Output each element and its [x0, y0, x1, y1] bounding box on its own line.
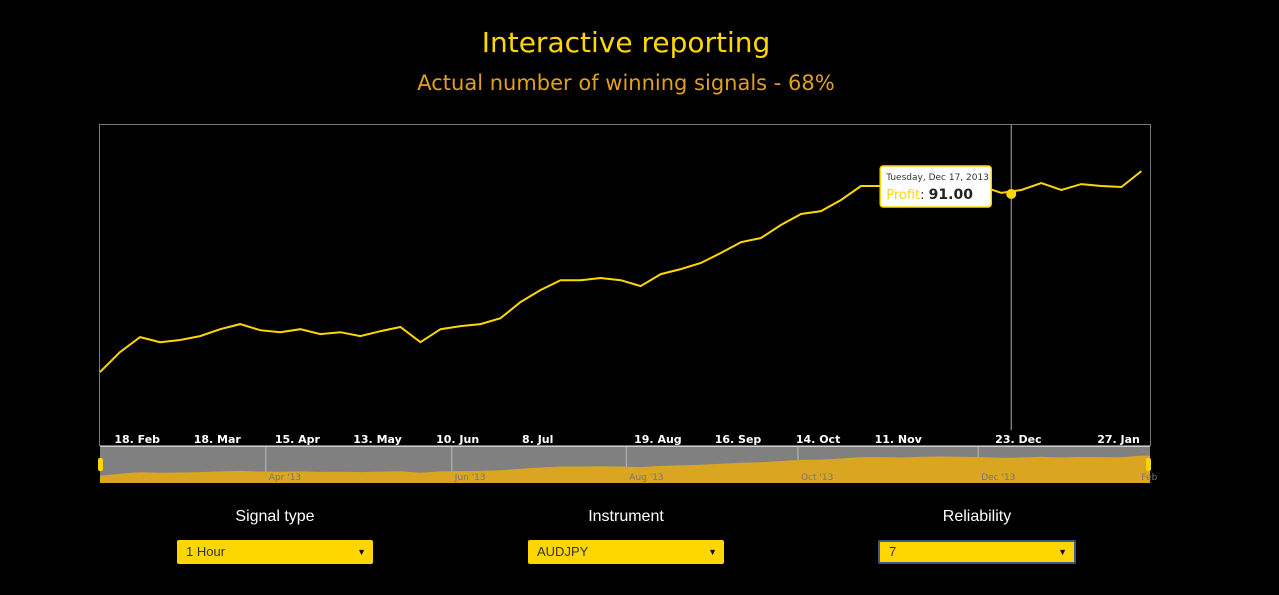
- page-title: Interactive reporting: [481, 26, 771, 59]
- navigator[interactable]: Apr '13 Jun '13 Aug '13 Oct '13 Dec '13 Feb: [98, 446, 1158, 484]
- tooltip-date: Tuesday, Dec 17, 2013: [885, 173, 989, 183]
- x-tick-label: 16. Sep: [715, 433, 762, 446]
- hover-point-marker: [1006, 188, 1017, 199]
- navigator-tick-label: Jun '13: [454, 473, 486, 483]
- navigator-tick-label: Oct '13: [801, 473, 833, 483]
- chevron-down-icon: ▼: [357, 547, 366, 557]
- signal-type-label: Signal type: [235, 508, 315, 525]
- x-tick-label: 11. Nov: [875, 433, 923, 446]
- plot-border: [99, 124, 1151, 446]
- instrument-label: Instrument: [588, 508, 664, 525]
- x-tick-label: 8. Jul: [522, 433, 553, 446]
- reliability-label: Reliability: [942, 508, 1012, 525]
- signal-type-value: 1 Hour: [186, 544, 226, 559]
- reliability-select[interactable]: 7 ▼: [878, 540, 1076, 564]
- chevron-down-icon: ▼: [1058, 547, 1067, 557]
- navigator-tick-label: Aug '13: [629, 473, 663, 483]
- svg-text:Profit: 91.00: Profit: 91.00: [886, 187, 973, 203]
- reliability-value: 7: [889, 544, 897, 559]
- instrument-control: Instrument AUDJPY ▼: [528, 508, 724, 564]
- navigator-handle-right[interactable]: [1146, 458, 1151, 471]
- signal-type-select[interactable]: 1 Hour ▼: [177, 540, 373, 564]
- page-subtitle: Actual number of winning signals - 68%: [417, 71, 835, 95]
- x-tick-label: 18. Feb: [114, 433, 160, 446]
- instrument-value: AUDJPY: [537, 544, 589, 559]
- profit-chart[interactable]: 18. Feb 18. Mar 15. Apr 13. May 10. Jun 8. Ju…: [0, 0, 1279, 500]
- x-tick-label: 15. Apr: [275, 433, 321, 446]
- navigator-tick-label: Apr '13: [269, 473, 301, 483]
- instrument-select[interactable]: AUDJPY ▼: [528, 540, 724, 564]
- navigator-tick-label: Dec '13: [981, 473, 1015, 483]
- x-tick-label: 19. Aug: [634, 433, 682, 446]
- tooltip: Tuesday, Dec 17, 2013 Profit: 91.00: [879, 165, 992, 208]
- tooltip-value: 91.00: [929, 187, 974, 203]
- x-tick-label: 18. Mar: [194, 433, 242, 446]
- x-tick-label: 10. Jun: [436, 433, 479, 446]
- x-tick-label: 13. May: [353, 433, 402, 446]
- chevron-down-icon: ▼: [708, 547, 717, 557]
- tooltip-label: Profit: [886, 188, 920, 203]
- navigator-handle-left[interactable]: [98, 458, 103, 471]
- x-tick-label: 14. Oct: [796, 433, 840, 446]
- reliability-control: Reliability 7 ▼: [878, 508, 1076, 564]
- x-tick-label: 23. Dec: [995, 433, 1041, 446]
- x-tick-label: 27. Jan: [1097, 433, 1140, 446]
- signal-type-control: Signal type 1 Hour ▼: [177, 508, 373, 564]
- navigator-series-area: [100, 455, 1150, 483]
- navigator-tick-label: Feb: [1141, 473, 1157, 483]
